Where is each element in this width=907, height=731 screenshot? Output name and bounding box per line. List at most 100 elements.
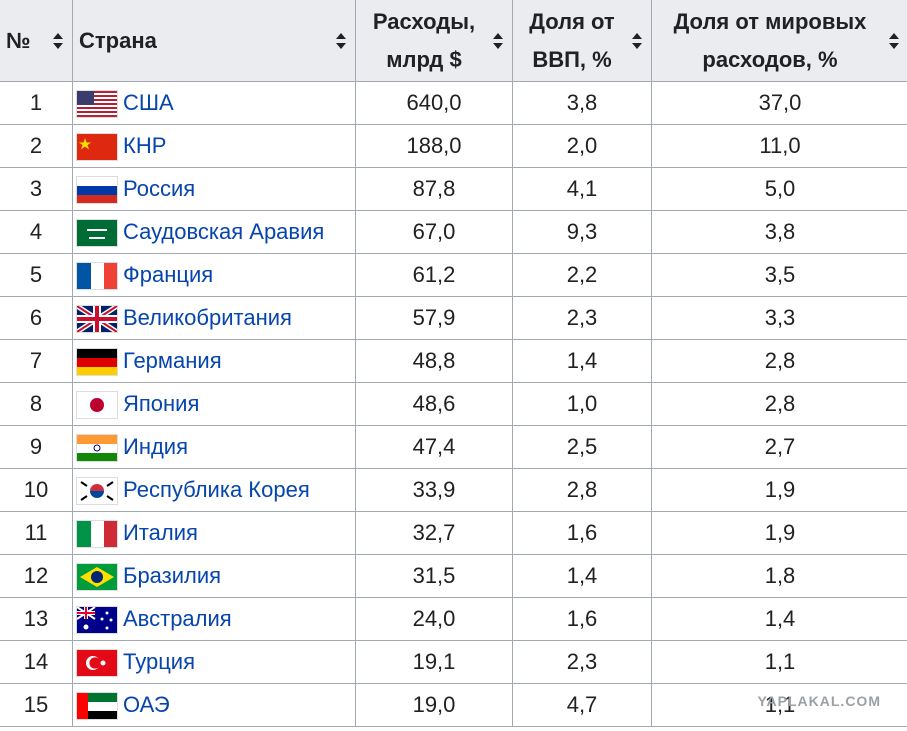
column-header[interactable]: Доля от мировых расходов, % — [651, 0, 907, 82]
cell: 1,6 — [512, 511, 652, 555]
flag-icon — [76, 433, 118, 462]
country-cell: ОАЭ — [72, 683, 356, 727]
cell: 1,4 — [651, 597, 907, 641]
country-cell: США — [72, 81, 356, 125]
country-link[interactable]: КНР — [123, 133, 167, 159]
flag-icon — [76, 132, 118, 161]
cell: 7 — [0, 339, 73, 383]
country-cell: Россия — [72, 167, 356, 211]
country-link[interactable]: Франция — [123, 262, 214, 288]
sort-icon — [336, 33, 346, 49]
table-row: 9 Индия 47,4 2,5 2,7 — [0, 425, 907, 469]
country-link[interactable]: Бразилия — [123, 563, 222, 589]
country-cell: Япония — [72, 382, 356, 426]
cell: 2,8 — [512, 468, 652, 512]
cell: 1 — [0, 81, 73, 125]
cell: 3,3 — [651, 296, 907, 340]
table-row: 10 Республика Корея 33,9 2,8 1,9 — [0, 468, 907, 512]
flag-icon — [76, 390, 118, 419]
cell: 5,0 — [651, 167, 907, 211]
header-text: Расходы, млрд $ — [372, 8, 476, 72]
cell: 3,8 — [512, 81, 652, 125]
cell: 87,8 — [355, 167, 513, 211]
flag-icon — [76, 347, 118, 376]
cell: 48,6 — [355, 382, 513, 426]
cell: 3,8 — [651, 210, 907, 254]
cell: 2 — [0, 124, 73, 168]
cell: 15 — [0, 683, 73, 727]
cell: 1,0 — [512, 382, 652, 426]
cell: 37,0 — [651, 81, 907, 125]
country-link[interactable]: Республика Корея — [123, 477, 310, 503]
cell: 4 — [0, 210, 73, 254]
cell: 1,8 — [651, 554, 907, 598]
cell: 2,3 — [512, 640, 652, 684]
cell: 2,7 — [651, 425, 907, 469]
cell: 2,8 — [651, 339, 907, 383]
table-row: 6 Великобритания 57,9 2,3 3,3 — [0, 296, 907, 340]
cell: 9 — [0, 425, 73, 469]
cell: 3,5 — [651, 253, 907, 297]
header-text: Страна — [79, 27, 157, 53]
country-cell: Турция — [72, 640, 356, 684]
country-link[interactable]: Саудовская Аравия — [123, 219, 325, 245]
cell: 2,5 — [512, 425, 652, 469]
country-cell: Франция — [72, 253, 356, 297]
country-link[interactable]: Великобритания — [123, 305, 292, 331]
country-link[interactable]: Турция — [123, 649, 195, 675]
country-link[interactable]: Россия — [123, 176, 196, 202]
country-link[interactable]: Австралия — [123, 606, 232, 632]
flag-icon — [76, 562, 118, 591]
cell: 2,2 — [512, 253, 652, 297]
country-link[interactable]: Италия — [123, 520, 198, 546]
cell: 14 — [0, 640, 73, 684]
cell: 67,0 — [355, 210, 513, 254]
cell: 31,5 — [355, 554, 513, 598]
table-row: 12 Бразилия 31,5 1,4 1,8 — [0, 554, 907, 598]
column-header[interactable]: Доля от ВВП, % — [512, 0, 652, 82]
country-link[interactable]: ОАЭ — [123, 692, 170, 718]
flag-icon — [76, 218, 118, 247]
column-header[interactable]: Расходы, млрд $ — [355, 0, 513, 82]
flag-icon — [76, 476, 118, 505]
cell: 1,4 — [512, 554, 652, 598]
country-link[interactable]: Япония — [123, 391, 200, 417]
table-row: 3 Россия 87,8 4,1 5,0 — [0, 167, 907, 211]
cell: 3 — [0, 167, 73, 211]
cell: 1,1 — [651, 640, 907, 684]
column-header[interactable]: № — [0, 0, 73, 82]
cell: 2,0 — [512, 124, 652, 168]
cell: 4,1 — [512, 167, 652, 211]
table-row: 7 Германия 48,8 1,4 2,8 — [0, 339, 907, 383]
country-cell: Бразилия — [72, 554, 356, 598]
cell: 1,9 — [651, 468, 907, 512]
cell: 1,1 — [651, 683, 907, 727]
sort-icon — [889, 33, 899, 49]
cell: 24,0 — [355, 597, 513, 641]
country-cell: Саудовская Аравия — [72, 210, 356, 254]
sort-icon — [53, 33, 63, 49]
header-text: Доля от мировых расходов, % — [673, 8, 867, 72]
country-link[interactable]: Германия — [123, 348, 222, 374]
flag-icon — [76, 605, 118, 634]
country-link[interactable]: США — [123, 90, 174, 116]
column-header[interactable]: Страна — [72, 0, 356, 82]
cell: 13 — [0, 597, 73, 641]
table-row: 4 Саудовская Аравия 67,0 9,3 3,8 — [0, 210, 907, 254]
cell: 6 — [0, 296, 73, 340]
header-text: Доля от ВВП, % — [529, 8, 615, 72]
cell: 11,0 — [651, 124, 907, 168]
cell: 12 — [0, 554, 73, 598]
flag-icon — [76, 648, 118, 677]
country-cell: Республика Корея — [72, 468, 356, 512]
cell: 9,3 — [512, 210, 652, 254]
sort-icon — [493, 33, 503, 49]
cell: 19,1 — [355, 640, 513, 684]
cell: 19,0 — [355, 683, 513, 727]
table-row: 15 ОАЭ 19,0 4,7 1,1 — [0, 683, 907, 727]
country-cell: Италия — [72, 511, 356, 555]
country-link[interactable]: Индия — [123, 434, 189, 460]
cell: 11 — [0, 511, 73, 555]
country-cell: Австралия — [72, 597, 356, 641]
